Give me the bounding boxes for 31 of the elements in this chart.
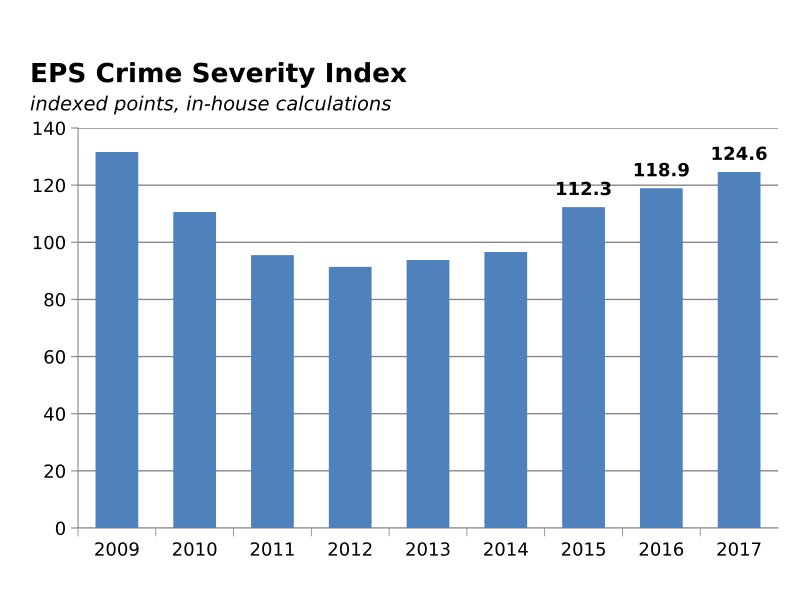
x-tick-label: 2011 xyxy=(250,542,294,556)
bar xyxy=(562,207,605,528)
x-tick-label: 2010 xyxy=(173,542,216,556)
x-tick-label: 2014 xyxy=(484,542,528,556)
y-tick-label: 140 xyxy=(34,121,65,136)
x-tick-label: 2009 xyxy=(95,542,139,556)
y-tick-label: 40 xyxy=(44,407,65,421)
y-tick-label: 120 xyxy=(34,178,65,192)
y-tick-label: 60 xyxy=(44,350,65,364)
x-tick-label: 2017 xyxy=(717,542,761,556)
x-tick-label: 2013 xyxy=(406,542,450,556)
data-label: 118.9 xyxy=(634,162,689,176)
y-tick-label: 100 xyxy=(34,236,65,250)
x-tick-label: 2012 xyxy=(328,542,372,556)
bar xyxy=(251,255,294,528)
y-tick-label: 20 xyxy=(44,464,65,478)
x-tick-label: 2016 xyxy=(640,542,684,556)
bar xyxy=(718,172,760,528)
y-tick-label: 0 xyxy=(56,521,65,536)
chart-subtitle: indexed points, in-house calculations xyxy=(30,96,391,114)
bar xyxy=(173,212,216,528)
bar xyxy=(328,266,372,528)
data-label: 124.6 xyxy=(712,146,767,160)
chart-title: EPS Crime Severity Index xyxy=(32,62,407,88)
y-tick-label: 80 xyxy=(44,292,65,307)
x-tick-label: 2015 xyxy=(562,542,605,556)
bar xyxy=(406,260,450,528)
bar xyxy=(96,152,138,528)
bar xyxy=(484,252,528,528)
data-label: 112.3 xyxy=(557,182,611,196)
bar xyxy=(640,188,683,528)
